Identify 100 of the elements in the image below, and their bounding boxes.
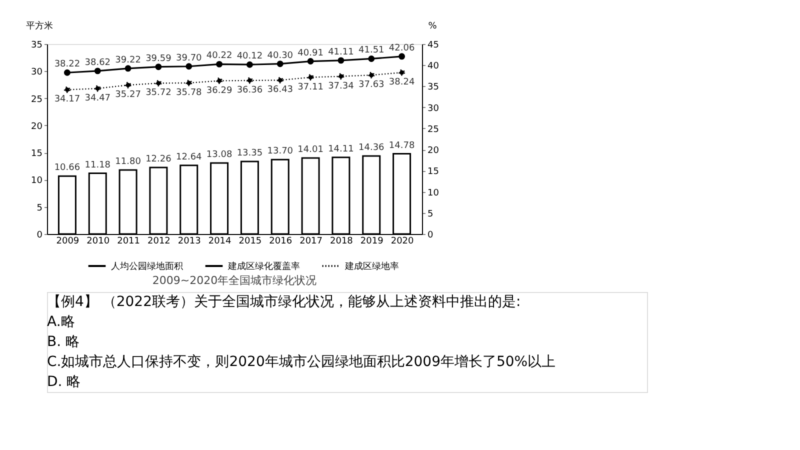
y-axis-title: 平方米	[26, 20, 53, 32]
data-label: 14.11	[328, 144, 354, 154]
point	[216, 60, 223, 68]
data-label: 13.08	[206, 150, 232, 160]
y-tick-label: 25	[31, 94, 42, 105]
data-label: 38.22	[54, 60, 80, 70]
point	[64, 86, 70, 93]
y2-tick-label: 40	[428, 62, 440, 72]
y2-tick-label: 20	[428, 146, 440, 156]
data-label: 11.18	[84, 160, 111, 170]
legend-label: 建成区绿地率	[344, 261, 399, 272]
data-label: 37.34	[328, 81, 354, 92]
x-tick-label: 2016	[269, 236, 292, 246]
data-label: 35.27	[115, 90, 141, 100]
x-tick-label: 2015	[238, 236, 262, 246]
point	[186, 63, 192, 70]
point	[276, 60, 284, 68]
x-tick-label: 2018	[330, 236, 354, 246]
point	[186, 80, 192, 86]
data-label: 39.70	[176, 53, 202, 64]
x-tick-label: 2011	[117, 236, 140, 246]
text: C.如城市总人口保持不变，则2020年城市公园绿地面积比2009年增长了50%以上	[47, 354, 556, 370]
text: 2009~2020年全国城市绿化状况	[152, 274, 317, 287]
y2-tick-label: 5	[428, 209, 434, 220]
data-label: 11.80	[115, 156, 142, 167]
y-tick-label: 30	[31, 68, 43, 78]
point	[246, 61, 253, 68]
y-tick-label: 20	[31, 122, 43, 132]
y2-tick-label: 25	[428, 124, 439, 135]
data-label: 14.78	[388, 140, 415, 151]
text: D. 略	[47, 374, 81, 390]
y-tick-label: 5	[36, 203, 42, 214]
data-label: 10.66	[54, 163, 80, 174]
x-tick-label: 2014	[208, 236, 232, 246]
x-tick-label: 2020	[390, 236, 414, 246]
data-label: 35.78	[176, 88, 202, 98]
point	[216, 78, 223, 84]
y-tick-label: 10	[31, 176, 43, 186]
data-label: 37.63	[358, 80, 384, 90]
x-tick-label: 2010	[86, 236, 110, 246]
y-tick-label: 0	[36, 230, 43, 240]
y2-tick-label: 30	[428, 104, 440, 114]
point	[64, 69, 70, 76]
point	[338, 73, 344, 80]
data-label: 38.62	[84, 58, 111, 68]
point	[338, 57, 344, 64]
point	[155, 80, 162, 86]
data-label: 14.01	[298, 144, 324, 155]
point	[124, 82, 132, 88]
data-label: 12.26	[146, 154, 172, 164]
legend-label: 人均公园绿地面积	[111, 261, 183, 272]
point	[307, 74, 314, 81]
x-tick-label: 2012	[148, 236, 170, 246]
point	[307, 58, 314, 64]
data-label: 12.64	[176, 152, 202, 162]
point	[155, 64, 162, 70]
data-label: 39.22	[115, 55, 141, 66]
y2-tick-label: 35	[428, 82, 439, 93]
point	[398, 53, 406, 60]
point	[368, 56, 375, 62]
data-label: 37.11	[298, 82, 324, 92]
data-label: 36.36	[236, 85, 263, 96]
y2-tick-label: 0	[428, 230, 434, 240]
point	[124, 65, 132, 72]
data-label: 40.22	[206, 51, 232, 62]
data-label: 13.35	[236, 148, 263, 159]
data-label: 39.59	[146, 54, 172, 64]
data-label: 36.29	[206, 86, 232, 96]
y-tick-label: 15	[31, 149, 42, 160]
data-label: 14.36	[358, 143, 385, 154]
y2-tick-label: 15	[428, 167, 439, 178]
data-label: 41.11	[328, 47, 354, 58]
x-tick-label: 2013	[178, 236, 201, 246]
data-label: 40.91	[298, 48, 324, 58]
point	[368, 72, 375, 78]
legend-label: 建成区绿化覆盖率	[227, 261, 300, 272]
y2-tick-label: 10	[428, 188, 440, 198]
x-tick-label: 2017	[300, 236, 322, 246]
y2-axis-title: %	[428, 22, 438, 32]
data-label: 40.12	[236, 52, 263, 62]
data-label: 42.06	[388, 43, 415, 54]
x-tick-label: 2009	[56, 236, 80, 246]
y2-tick-label: 45	[428, 40, 439, 50]
data-label: 35.72	[146, 88, 172, 98]
data-label: 38.24	[388, 78, 415, 88]
text: 【例4】 （2022联考）关于全国城市绿化状况，能够从上述资料中推出的是:	[47, 294, 521, 310]
text: A.略	[47, 314, 75, 330]
x-tick-label: 2019	[360, 236, 384, 246]
point	[94, 85, 101, 92]
point	[398, 69, 406, 76]
data-label: 34.17	[54, 94, 80, 105]
text: B. 略	[47, 334, 80, 350]
data-label: 41.51	[358, 46, 384, 56]
data-label: 40.30	[267, 50, 294, 61]
data-label: 13.70	[267, 146, 294, 157]
data-label: 36.43	[267, 85, 294, 96]
data-label: 34.47	[84, 93, 111, 104]
point	[276, 76, 284, 84]
point	[94, 68, 101, 74]
y-tick-label: 35	[31, 40, 42, 50]
